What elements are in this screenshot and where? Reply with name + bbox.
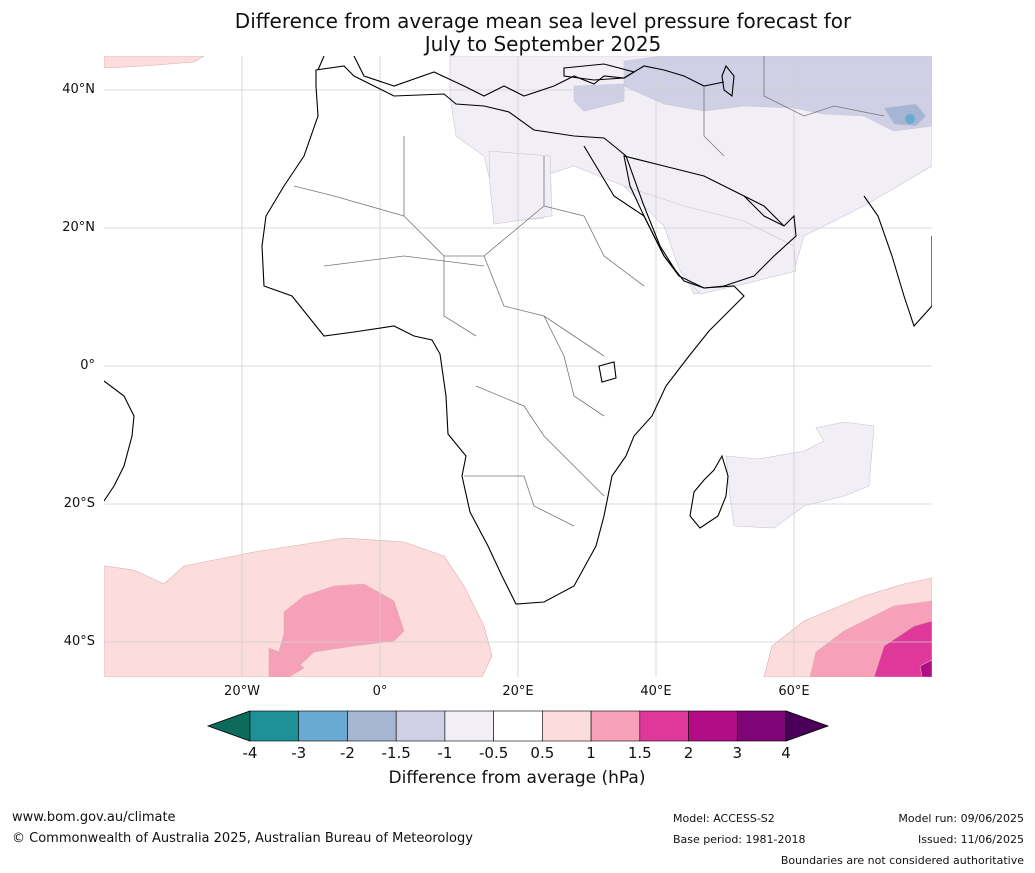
border-3: [323, 255, 485, 267]
lon-label-0: 0°: [372, 684, 388, 699]
colorbar-segment: [395, 710, 446, 742]
footer-model-run: Model run: 09/06/2025: [898, 812, 1024, 825]
anomaly-region-south-indian-stronger: [873, 620, 932, 677]
lon-label-20e: 20°E: [502, 684, 534, 699]
colorbar-extension-high: [785, 710, 830, 742]
lat-label-20s: 20°S: [63, 496, 95, 511]
lat-label-40s: 40°S: [63, 634, 95, 649]
colorbar-tick-label: 1.5: [627, 744, 652, 762]
colorbar-title: Difference from average (hPa): [388, 768, 646, 788]
colorbar-tick-label: 4: [781, 744, 791, 762]
colorbar: [206, 710, 830, 742]
colorbar-tick-label: -0.5: [478, 744, 509, 762]
india-coastline: [863, 195, 932, 328]
colorbar-tick-label: -4: [242, 744, 258, 762]
colorbar-segment: [542, 710, 592, 742]
lat-label-equator: 0°: [80, 358, 95, 373]
colorbar-segment: [688, 710, 738, 742]
border-9: [543, 315, 605, 357]
anomaly-spot-iran: [905, 114, 915, 124]
border-5: [483, 255, 565, 357]
footer-website: www.bom.gov.au/climate: [12, 810, 176, 825]
anomaly-fields: [449, 56, 932, 529]
pressure-anomaly-map: [104, 56, 932, 677]
anomaly-region-north-atlantic-pink: [104, 56, 205, 69]
footer-issued: Issued: 11/06/2025: [917, 833, 1024, 846]
footer-model: Model: ACCESS-S2: [673, 812, 775, 825]
title-line-2: July to September 2025: [424, 32, 662, 56]
border-11: [703, 86, 725, 157]
colorbar-tick-label: 2: [683, 744, 694, 762]
anomaly-region-middle-east-light: [623, 185, 797, 295]
colorbar-tick-label: -3: [291, 744, 307, 762]
colorbar-segment: [298, 710, 348, 742]
border-12: [763, 56, 885, 117]
lake-victoria: [598, 361, 617, 383]
colorbar-segment: [249, 710, 300, 742]
lat-label-40n: 40°N: [62, 82, 95, 97]
madagascar-coastline: [689, 454, 729, 529]
footer-base-period: Base period: 1981-2018: [673, 833, 806, 846]
border-8: [464, 475, 575, 527]
border-4: [443, 256, 477, 337]
anomaly-region-asia-medium: [623, 56, 932, 132]
colorbar-tick-label: 0.5: [530, 744, 555, 762]
border-6: [543, 205, 645, 287]
colorbar-tick-label: -2: [339, 744, 355, 762]
colorbar-segment: [736, 710, 787, 742]
anomaly-region-south-indian-core: [919, 659, 932, 677]
south-america-coastline: [104, 380, 135, 502]
border-10: [563, 355, 605, 417]
colorbar-tick-label: -1: [437, 744, 453, 762]
colorbar-segment: [493, 710, 543, 742]
anomaly-region-south-atlantic-strong-2: [268, 647, 305, 677]
anomaly-region-turkey-medium: [573, 83, 625, 112]
colorbar-segment: [347, 710, 397, 742]
colorbar-segment: [590, 710, 641, 742]
footer-copyright: © Commonwealth of Australia 2025, Austra…: [12, 831, 473, 846]
map-title: Difference from average mean sea level p…: [0, 10, 1035, 56]
persian-gulf: [743, 195, 785, 227]
country-borders: [293, 56, 885, 527]
colorbar-extension-low: [206, 710, 251, 742]
footer-disclaimer: Boundaries are not considered authoritat…: [780, 854, 1024, 867]
colorbar-tick-label: -1.5: [381, 744, 411, 762]
border-7: [475, 385, 605, 497]
anomaly-region-north-africa-light: [488, 150, 553, 225]
lon-label-40e: 40°E: [640, 684, 672, 699]
colorbar-segment: [444, 710, 494, 742]
colorbar-segment: [639, 710, 689, 742]
red-sea: [583, 145, 680, 277]
lat-label-20n: 20°N: [62, 220, 95, 235]
border-1: [403, 136, 545, 257]
colorbar-tick-label: 1: [586, 744, 596, 762]
lon-label-20w: 20°W: [224, 684, 260, 699]
lon-label-60e: 60°E: [778, 684, 810, 699]
coastlines: [104, 56, 932, 605]
black-sea: [563, 63, 636, 81]
border-2: [293, 185, 405, 217]
africa-coastline: [261, 65, 745, 605]
anomaly-region-indian-ocean-light: [725, 421, 875, 529]
europe-coastline: [317, 56, 725, 97]
anomaly-region-iran-dark: [883, 103, 927, 127]
caspian-sea: [721, 64, 735, 98]
colorbar-tick-label: 3: [732, 744, 743, 762]
title-line-1: Difference from average mean sea level p…: [234, 9, 852, 33]
